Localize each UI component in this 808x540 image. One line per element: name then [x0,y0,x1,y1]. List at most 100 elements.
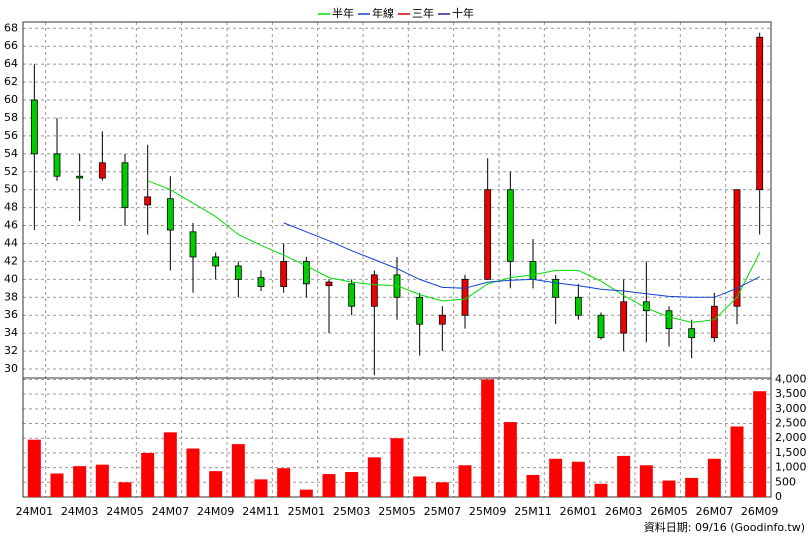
y-tick-label: 52 [4,165,18,178]
candle-body [529,261,537,280]
volume-bar [707,458,721,497]
x-tick-label: 26M03 [605,505,643,518]
y-tick-label: 64 [4,57,18,70]
y2-tick-label: 4,000 [775,372,807,385]
y-tick-label: 38 [4,290,18,303]
volume-bar [435,482,449,497]
candle-body [144,196,152,206]
volume-bar [50,473,64,497]
candle-body [665,310,673,330]
y-tick-label: 40 [4,272,18,285]
x-tick-label: 25M11 [514,505,552,518]
volume-bar [277,468,291,497]
y2-tick-label: 1,500 [775,446,807,459]
candle-body [166,198,174,231]
candle-body [121,162,129,209]
candle-body [234,265,242,280]
y-tick-label: 44 [4,236,18,249]
x-tick-label: 25M09 [469,505,507,518]
x-tick-label: 26M01 [560,505,598,518]
y-tick-label: 42 [4,254,18,267]
y-tick-label: 32 [4,344,18,357]
x-tick-label: 24M03 [61,505,99,518]
x-tick-label: 24M01 [16,505,54,518]
legend-label: 三年 [412,6,434,20]
candle-body [53,153,61,177]
volume-bar [231,444,245,497]
x-tick-label: 25M05 [378,505,416,518]
volume-bar [209,471,223,497]
y2-tick-label: 3,500 [775,387,807,400]
y2-tick-label: 500 [775,475,796,488]
x-tick-label: 26M09 [741,505,779,518]
y-tick-label: 56 [4,129,18,142]
y2-tick-label: 2,500 [775,417,807,430]
volume-bar [662,480,676,497]
volume-bar [141,452,155,497]
y-tick-label: 30 [4,362,18,375]
candle-body [30,99,38,155]
y-tick-label: 60 [4,93,18,106]
candle-body [756,36,764,191]
volume-bar [163,432,177,497]
candle-body [257,277,265,287]
volume-bar [299,489,313,497]
candle-body [552,278,560,298]
candle-body [733,189,741,307]
y-tick-label: 46 [4,219,18,232]
volume-bar [73,466,87,497]
source-note: 資料日期: 09/16 (Goodinfo.tw) [644,520,805,534]
y2-tick-label: 0 [775,490,782,503]
volume-bar [549,458,563,497]
volume-bar [730,426,744,497]
volume-bar [27,439,41,497]
y-tick-label: 36 [4,308,18,321]
x-tick-label: 24M11 [242,505,280,518]
x-tick-label: 26M05 [650,505,688,518]
volume-bar [481,379,495,497]
candle-body [76,175,84,179]
y-tick-label: 66 [4,39,18,52]
y-tick-label: 50 [4,183,18,196]
y-tick-label: 68 [4,21,18,34]
ma-line [147,180,761,323]
volume-bar [685,477,699,497]
y2-tick-label: 3,000 [775,402,807,415]
volume-bar [571,461,585,497]
volume-bar [753,391,767,497]
y-tick-label: 58 [4,111,18,124]
legend-label: 年線 [372,6,394,20]
y2-tick-label: 1,000 [775,461,807,474]
candle-body [189,231,197,258]
volume-bar [186,448,200,497]
candle-body [438,314,446,325]
y2-tick-label: 2,000 [775,431,807,444]
volume-bar [639,465,653,497]
volume-bar [594,483,608,497]
x-tick-label: 26M07 [696,505,734,518]
ma-line [283,222,760,298]
candle-body [688,328,696,339]
volume-bar [367,457,381,497]
candle-body [620,301,628,334]
y-tick-label: 54 [4,147,18,160]
x-tick-label: 24M05 [106,505,144,518]
candle-body [212,256,220,267]
candle-body [484,189,492,280]
candle-body [370,274,378,307]
x-tick-label: 24M09 [197,505,235,518]
y-tick-label: 62 [4,75,18,88]
y-tick-label: 48 [4,201,18,214]
volume-bar [254,479,268,497]
volume-bar [95,464,109,497]
candle-body [348,283,356,307]
x-tick-label: 24M07 [152,505,190,518]
x-tick-label: 25M01 [288,505,326,518]
candle-body [597,314,605,339]
volume-bar [390,438,404,497]
candle-body [302,261,310,285]
volume-bar [617,455,631,497]
candle-body [325,281,333,287]
volume-bar [118,482,132,497]
candle-body [574,296,582,316]
